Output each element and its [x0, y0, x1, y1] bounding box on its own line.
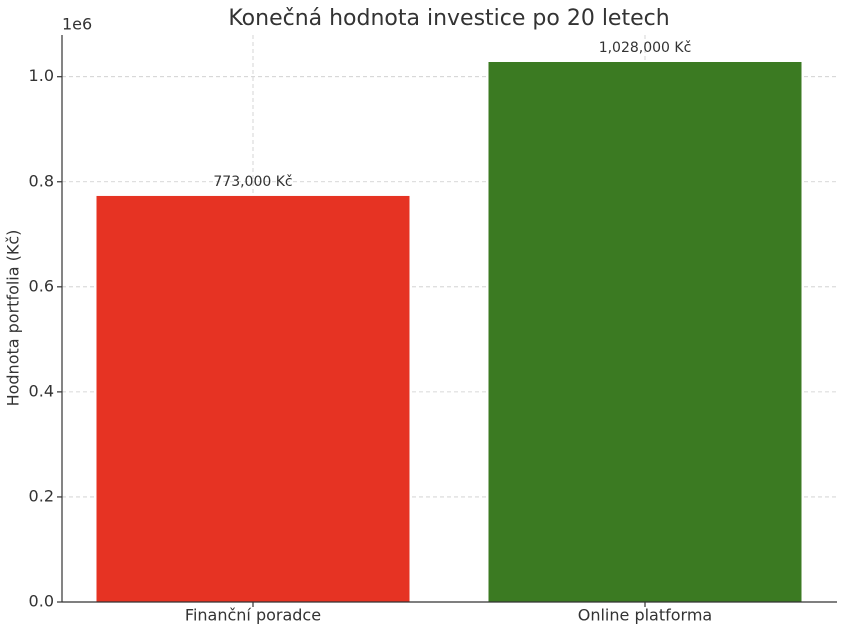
y-tick-label: 0.2 — [29, 486, 54, 505]
axis-offset-label: 1e6 — [62, 15, 92, 34]
x-tick-label: Finanční poradce — [185, 606, 321, 625]
bar — [96, 195, 410, 603]
value-label: 773,000 Kč — [213, 174, 292, 190]
y-tick-label: 0.8 — [29, 171, 54, 190]
value-label: 1,028,000 Kč — [599, 40, 692, 56]
x-tick-label: Online platforma — [578, 606, 712, 625]
marks — [96, 62, 802, 603]
chart-title: Konečná hodnota investice po 20 letech — [228, 6, 669, 31]
y-tick-label: 1.0 — [29, 66, 54, 85]
y-axis-label: Hodnota portfolia (Kč) — [4, 230, 23, 407]
y-tick-label: 0.4 — [29, 381, 54, 400]
y-tick-label: 0.6 — [29, 276, 54, 295]
y-tick-label: 0.0 — [29, 592, 54, 611]
bar — [488, 62, 802, 602]
